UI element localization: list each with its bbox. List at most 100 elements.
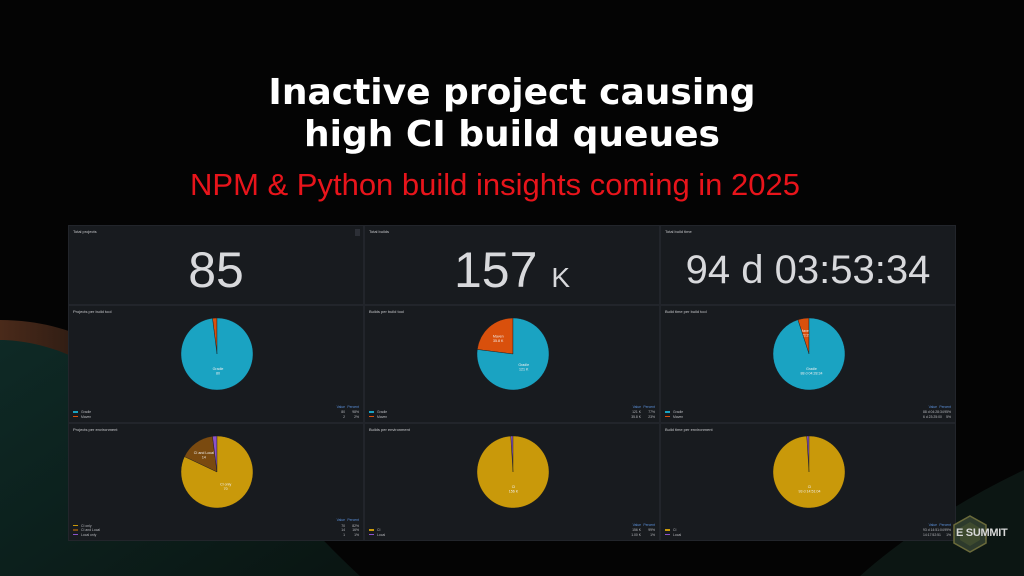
pie-legend: Value Percent Gradle 80 98% Maven 2 2% <box>73 405 359 419</box>
stat-panel-total-builds[interactable]: Total builds 157 K <box>364 225 660 305</box>
legend-row[interactable]: CI only 70 82% <box>73 523 359 528</box>
legend-value: 35.8 K <box>631 414 641 419</box>
legend-header-cell[interactable]: Value <box>336 518 345 523</box>
pie-legend: Value Percent CI only 70 82% CI and Local 14 16… <box>73 518 359 537</box>
legend-row[interactable]: Local only 1 1% <box>73 532 359 537</box>
legend-header-cell[interactable]: Value <box>928 404 937 409</box>
stat-panel-total-projects[interactable]: Total projects 85 <box>68 225 364 305</box>
legend-header: Value Percent <box>665 523 951 528</box>
panel-title: Projects per build tool <box>73 309 112 314</box>
legend-swatch <box>665 411 670 413</box>
legend-swatch <box>665 533 670 536</box>
legend-row[interactable]: CI 93 d 14:51:04 99% <box>665 528 951 533</box>
pie-slice-label: 35.8 K <box>493 339 504 343</box>
legend-row[interactable]: Local 1.00 K 1% <box>369 532 655 537</box>
legend-row[interactable]: Gradle 121 K 77% <box>369 410 655 415</box>
legend-value: 70 <box>341 523 345 528</box>
pie-panel-projects-per-environment[interactable]: Projects per environment CI and Local 14 CI… <box>68 423 364 541</box>
legend-row[interactable]: CI 156 K 99% <box>369 528 655 533</box>
legend-percent: 23% <box>648 414 655 419</box>
pie-slice-gradle[interactable] <box>772 317 846 391</box>
legend-value: 6 d 23:25:00 <box>923 414 942 419</box>
pie-legend: Value Percent CI 93 d 14:51:04 99% Local 14:17… <box>665 523 951 537</box>
legend-value: 80 <box>341 410 345 415</box>
pie-panel-projects-per-build-tool[interactable]: Projects per build tool Gradle 80 Value Perc… <box>68 305 364 423</box>
legend-header: Value Percent <box>73 405 359 410</box>
legend-header-cell[interactable]: Value <box>632 404 641 409</box>
pie-slice-gradle[interactable] <box>180 317 254 391</box>
legend-value: 14 <box>341 528 345 533</box>
pie-slice-ci-only[interactable] <box>180 435 254 509</box>
panel-title: Total projects <box>73 229 97 234</box>
pie-slice-ci[interactable] <box>772 435 846 509</box>
panel-title: Total builds <box>369 229 390 234</box>
legend-header-cell[interactable]: Percent <box>347 518 359 523</box>
legend-name: CI <box>377 528 381 533</box>
legend-value: 1.00 K <box>631 532 641 537</box>
slide-title: Inactive project causing high CI build q… <box>0 72 1024 156</box>
legend-row[interactable]: Maven 2 2% <box>73 414 359 419</box>
legend-row[interactable]: Maven 6 d 23:25:00 5% <box>665 414 951 419</box>
legend-swatch <box>73 411 78 413</box>
legend-header-cell[interactable]: Value <box>336 404 345 409</box>
legend-name: Maven <box>673 414 684 419</box>
pie-slice-label: 14 <box>202 455 206 459</box>
pie-panel-build-time-per-environment[interactable]: Build time per environment CI 93 d 14:51:0… <box>660 423 956 541</box>
legend-header-cell[interactable]: Percent <box>347 404 359 409</box>
pie-slice-label: CI and Local <box>194 451 214 455</box>
pie-slice-ci[interactable] <box>476 435 550 509</box>
stat-unit: K <box>551 262 571 293</box>
legend-percent: 98% <box>352 410 359 415</box>
legend-value: 156 K <box>632 528 641 533</box>
slide-subtitle: NPM & Python build insights coming in 20… <box>190 167 800 202</box>
legend-percent: 5% <box>946 414 951 419</box>
legend-header-cell[interactable]: Value <box>928 522 937 527</box>
pie-panel-builds-per-environment[interactable]: Builds per environment CI 156 K Value Percen… <box>364 423 660 541</box>
legend-percent: 1% <box>354 532 359 537</box>
legend-name: Gradle <box>81 410 92 415</box>
pie-slice-label: 88 d 04:28:34 <box>801 372 823 376</box>
pie-panel-build-time-per-build-tool[interactable]: Build time per build tool Maven 6 d 23:25:… <box>660 305 956 423</box>
legend-swatch <box>73 415 78 418</box>
stat-value: 94 d 03:53:34 <box>661 242 955 298</box>
pie-panel-builds-per-build-tool[interactable]: Builds per build tool Maven 35.8 K Gradle 12… <box>364 305 660 423</box>
legend-name: CI <box>673 528 677 533</box>
legend-header-cell[interactable]: Percent <box>939 404 951 409</box>
pie-slice-maven[interactable] <box>477 317 514 355</box>
pie-slice-label: 156 K <box>509 490 519 494</box>
panel-title: Builds per build tool <box>369 309 404 314</box>
panel-title: Projects per environment <box>73 427 118 432</box>
legend-name: Local <box>377 532 386 537</box>
legend-header-cell[interactable]: Percent <box>939 522 951 527</box>
legend-row[interactable]: Maven 35.8 K 23% <box>369 414 655 419</box>
legend-row[interactable]: Gradle 80 98% <box>73 410 359 415</box>
stat-number: 94 d 03:53:34 <box>685 248 931 292</box>
legend-value: 1 <box>343 532 345 537</box>
legend-header-cell[interactable]: Percent <box>643 404 655 409</box>
legend-percent: 1% <box>650 532 655 537</box>
legend-row[interactable]: Local 14:17:52:51 1% <box>665 532 951 537</box>
pie-slice-label: Gradle <box>518 363 529 367</box>
legend-value: 14:17:52:51 <box>923 532 941 537</box>
legend-row[interactable]: CI and Local 14 16% <box>73 528 359 533</box>
pie-slice-gradle[interactable] <box>476 317 550 391</box>
legend-name: Local only <box>81 532 97 537</box>
panel-menu-icon[interactable] <box>355 229 360 236</box>
stat-panel-total-build-time[interactable]: Total build time 94 d 03:53:34 <box>660 225 956 305</box>
legend-row[interactable]: Gradle 88 d 04:28:34 95% <box>665 410 951 415</box>
dashboard-screenshot: Total projects 85 Total builds 157 K Tot… <box>68 225 956 541</box>
legend-header-cell[interactable]: Value <box>632 522 641 527</box>
legend-percent: 99% <box>648 528 655 533</box>
legend-header-cell[interactable]: Percent <box>643 522 655 527</box>
pie-slice-label: Gradle <box>806 367 817 371</box>
pie-slice-label: Maven <box>800 329 811 333</box>
legend-name: CI only <box>81 523 92 528</box>
pie-slice-label: CI <box>808 485 812 489</box>
stat-number: 85 <box>188 242 244 298</box>
legend-header: Value Percent <box>665 405 951 410</box>
